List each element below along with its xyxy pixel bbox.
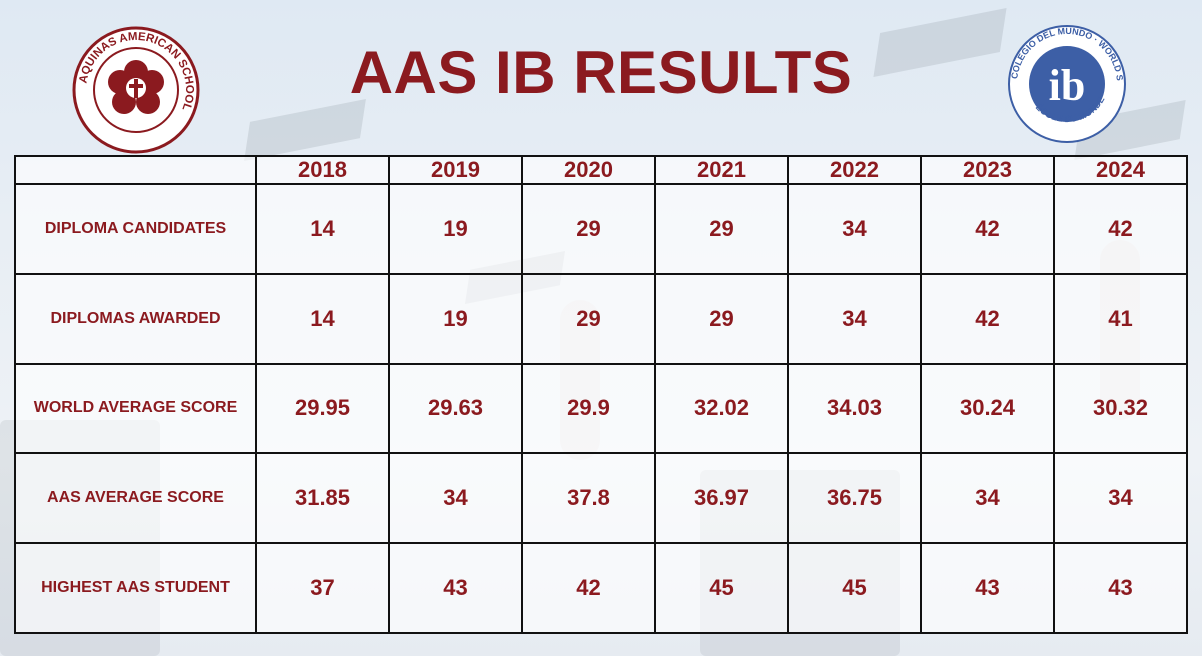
ib-world-school-icon: COLEGIO DEL MUNDO · WORLD SCHOOL ÉCOLE D… <box>999 14 1126 143</box>
row-label: WORLD AVERAGE SCORE <box>14 362 257 455</box>
table-cell: 41 <box>1053 272 1188 365</box>
background-cap-shape <box>244 99 366 161</box>
table-cell: 32.02 <box>654 362 789 455</box>
year-header: 2019 <box>388 155 523 185</box>
table-cell: 34 <box>787 272 922 365</box>
table-cell: 36.97 <box>654 452 789 545</box>
table-cell: 19 <box>388 183 523 275</box>
school-logo: AQUINAS AMERICAN SCHOOL <box>72 26 200 154</box>
year-header: 2018 <box>255 155 390 185</box>
table-row: DIPLOMA CANDIDATES 14 19 29 29 34 42 42 <box>14 183 1188 275</box>
table-cell: 29.9 <box>521 362 656 455</box>
table-cell: 45 <box>654 542 789 634</box>
table-cell: 29.63 <box>388 362 523 455</box>
table-cell: 34 <box>920 452 1055 545</box>
table-cell: 43 <box>388 542 523 634</box>
table-cell: 29 <box>654 183 789 275</box>
table-cell: 34 <box>388 452 523 545</box>
table-cell: 29 <box>654 272 789 365</box>
table-cell: 42 <box>1053 183 1188 275</box>
table-cell: 14 <box>255 183 390 275</box>
school-seal-icon: AQUINAS AMERICAN SCHOOL <box>72 26 200 154</box>
row-label: DIPLOMA CANDIDATES <box>14 183 257 275</box>
corner-cell <box>14 155 257 185</box>
row-label: AAS AVERAGE SCORE <box>14 452 257 545</box>
table-cell: 29 <box>521 183 656 275</box>
table-row: WORLD AVERAGE SCORE 29.95 29.63 29.9 32.… <box>14 362 1188 455</box>
table-cell: 45 <box>787 542 922 634</box>
table-cell: 43 <box>1053 542 1188 634</box>
table-cell: 42 <box>920 272 1055 365</box>
table-cell: 42 <box>521 542 656 634</box>
table-cell: 29.95 <box>255 362 390 455</box>
table-cell: 19 <box>388 272 523 365</box>
table-cell: 34 <box>787 183 922 275</box>
table-cell: 34.03 <box>787 362 922 455</box>
table-cell: 37.8 <box>521 452 656 545</box>
table-row: HIGHEST AAS STUDENT 37 43 42 45 45 43 43 <box>14 542 1188 634</box>
table-cell: 42 <box>920 183 1055 275</box>
table-cell: 37 <box>255 542 390 634</box>
table-cell: 30.24 <box>920 362 1055 455</box>
svg-text:ib: ib <box>1049 61 1086 110</box>
table-cell: 29 <box>521 272 656 365</box>
year-header: 2021 <box>654 155 789 185</box>
year-header: 2024 <box>1053 155 1188 185</box>
header-row: 2018 2019 2020 2021 2022 2023 2024 <box>14 155 1188 185</box>
row-label: DIPLOMAS AWARDED <box>14 272 257 365</box>
table-row: DIPLOMAS AWARDED 14 19 29 29 34 42 41 <box>14 272 1188 365</box>
table-cell: 14 <box>255 272 390 365</box>
year-header: 2023 <box>920 155 1055 185</box>
table-row: AAS AVERAGE SCORE 31.85 34 37.8 36.97 36… <box>14 452 1188 545</box>
table-cell: 36.75 <box>787 452 922 545</box>
table-cell: 34 <box>1053 452 1188 545</box>
ib-logo: COLEGIO DEL MUNDO · WORLD SCHOOL ÉCOLE D… <box>999 14 1131 144</box>
year-header: 2020 <box>521 155 656 185</box>
row-label: HIGHEST AAS STUDENT <box>14 542 257 634</box>
table-cell: 31.85 <box>255 452 390 545</box>
page-title: AAS IB RESULTS <box>349 39 853 106</box>
year-header: 2022 <box>787 155 922 185</box>
table-cell: 30.32 <box>1053 362 1188 455</box>
results-table: 2018 2019 2020 2021 2022 2023 2024 DIPLO… <box>14 155 1188 634</box>
table-cell: 43 <box>920 542 1055 634</box>
